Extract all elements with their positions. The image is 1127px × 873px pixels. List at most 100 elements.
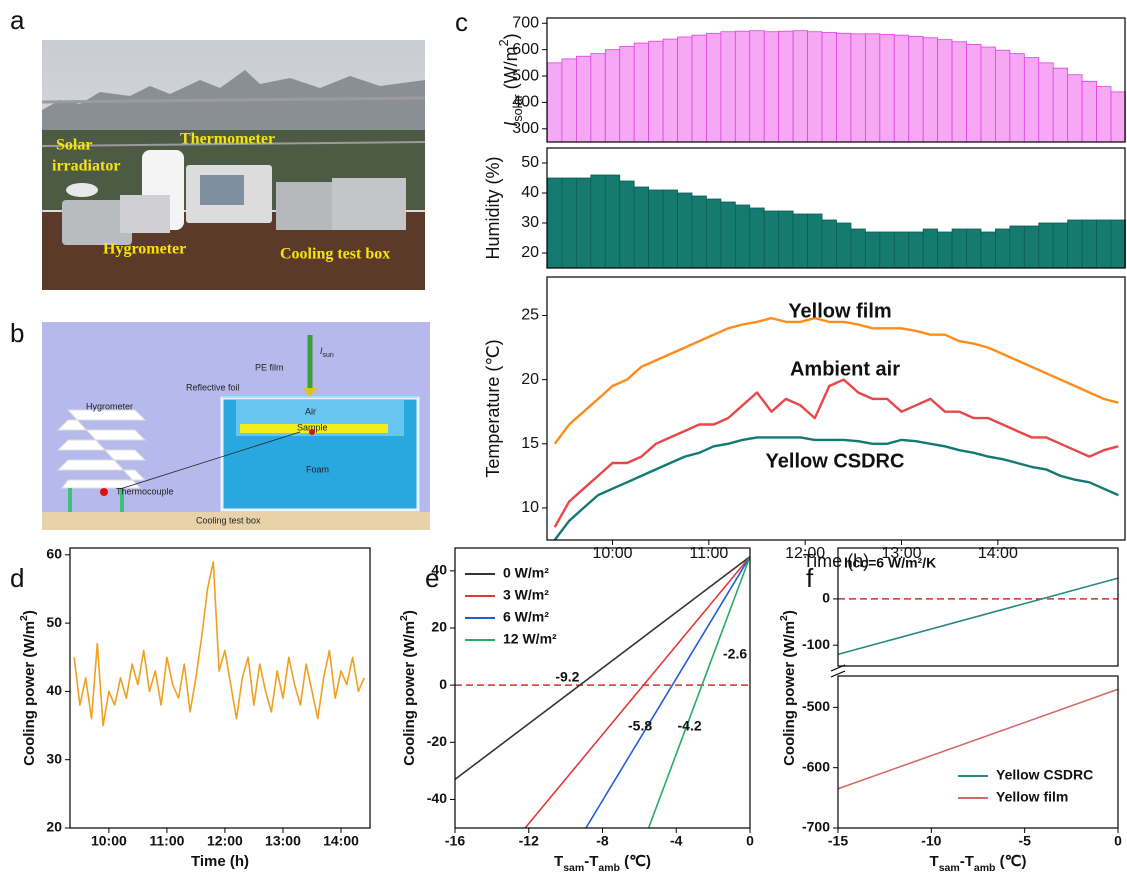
bar — [590, 174, 606, 269]
y-tick-label: 500 — [512, 67, 539, 84]
bar — [850, 228, 866, 269]
diagram-post — [68, 488, 72, 512]
axis-label-part: T — [930, 853, 939, 870]
axis-label: Cooling power (W/m2) — [398, 610, 418, 766]
bar — [821, 32, 837, 143]
bar — [1009, 53, 1025, 143]
bar — [908, 36, 924, 143]
diagram-label: Foam — [306, 464, 329, 474]
photo-railing — [41, 141, 426, 147]
y-tick-label: 30 — [46, 750, 62, 766]
bar — [1081, 219, 1097, 269]
bar — [850, 33, 866, 143]
series-line — [837, 577, 1119, 656]
axis-label-part: ) — [21, 610, 38, 615]
bar — [908, 231, 924, 269]
x-tick-label: 14:00 — [323, 833, 359, 849]
bar — [749, 207, 765, 269]
axis-label: Tsam-Tamb (℃) — [554, 853, 651, 873]
bar — [1052, 222, 1069, 269]
crossing-label: -2.6 — [723, 646, 747, 662]
bar — [864, 33, 881, 143]
diagram-sun-symbol: I — [320, 346, 323, 356]
bar — [879, 231, 895, 269]
series-line — [647, 556, 751, 829]
diagram-leader — [119, 431, 301, 490]
y-tick-label: 15 — [521, 435, 539, 452]
axis-label-part: I — [501, 122, 521, 127]
bar — [561, 58, 577, 143]
series-line — [553, 378, 1119, 528]
bar — [619, 46, 635, 143]
bar — [561, 177, 577, 269]
legend-label: Yellow CSDRC — [996, 767, 1093, 783]
legend-label: 12 W/m² — [503, 631, 557, 647]
photo-label: Solar — [56, 137, 92, 154]
axis-break — [830, 670, 846, 678]
y-tick-label: 60 — [46, 546, 62, 562]
bar — [937, 231, 953, 269]
series-label: Yellow film — [788, 300, 891, 322]
x-tick-label: 12:00 — [207, 833, 243, 849]
panel-letter: e — [425, 563, 439, 593]
bar — [547, 62, 563, 143]
diagram-panel: b Hygrometer Reflective foil PE film Isu… — [10, 318, 430, 530]
bar — [633, 42, 650, 143]
photo-irradiator — [62, 200, 132, 245]
bar — [619, 180, 635, 269]
bar — [1038, 62, 1054, 143]
axis-label-part: 2 — [398, 615, 410, 621]
axis-label: Humidity (%) — [483, 156, 503, 259]
y-tick-label: 400 — [512, 94, 539, 111]
series-line — [553, 316, 1119, 445]
bar — [1052, 67, 1069, 143]
crossing-label: -4.2 — [678, 718, 702, 734]
bar — [575, 55, 592, 143]
bar — [691, 34, 707, 143]
bar — [1023, 57, 1040, 143]
y-tick-label: 50 — [521, 154, 539, 171]
bar — [792, 30, 808, 143]
bar — [922, 228, 939, 269]
y-tick-label: 30 — [521, 214, 539, 231]
axis-label-part: ) — [781, 610, 798, 615]
axis-label-part: Cooling power (W/m — [401, 621, 418, 766]
legend-label: 0 W/m² — [503, 565, 549, 581]
y-tick-label: -40 — [427, 790, 447, 806]
axis-label-part: -T — [584, 853, 598, 870]
photo-label: Hygrometer — [103, 241, 186, 258]
x-tick-label: 13:00 — [881, 545, 921, 562]
y-tick-label: 0 — [439, 676, 447, 692]
bar — [1038, 222, 1054, 269]
diagram-thermocouple — [100, 488, 108, 496]
diagram-label: Air — [305, 406, 316, 416]
axis-label: Cooling power (W/m2) — [778, 610, 798, 766]
bar — [937, 39, 953, 143]
bar — [720, 201, 736, 269]
axis-label-part: Cooling power (W/m — [781, 621, 798, 766]
photo-box — [120, 195, 170, 233]
y-tick-label: 40 — [46, 682, 62, 698]
bar — [792, 213, 808, 269]
y-tick-label: -700 — [802, 819, 830, 835]
legend-label: 3 W/m² — [503, 587, 549, 603]
bar — [893, 34, 910, 143]
photo-sensor — [66, 183, 98, 197]
legend-label: 6 W/m² — [503, 609, 549, 625]
axis-label-part: amb — [598, 862, 620, 873]
bar — [1009, 225, 1025, 269]
y-tick-label: 0 — [822, 590, 830, 606]
x-tick-label: 13:00 — [265, 833, 301, 849]
axis-label-part: 2 — [18, 615, 30, 621]
axis-label-part: (W/m — [501, 46, 521, 94]
bar — [922, 37, 939, 143]
y-tick-label: 300 — [512, 120, 539, 137]
photo-label: irradiator — [52, 158, 120, 175]
diagram-label: Reflective foil — [186, 382, 240, 392]
diagram-label: Hygrometer — [86, 401, 133, 411]
x-tick-label: 14:00 — [978, 545, 1018, 562]
y-tick-label: 50 — [46, 614, 62, 630]
x-tick-label: -12 — [519, 833, 539, 849]
bar — [706, 32, 722, 143]
